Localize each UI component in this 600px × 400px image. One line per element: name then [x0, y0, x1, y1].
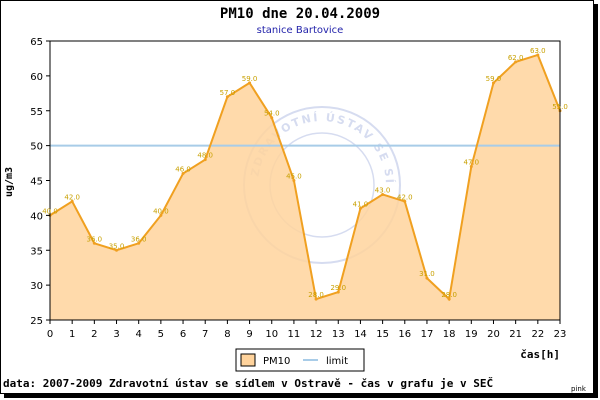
legend-label-limit: limit — [326, 356, 348, 367]
pm10-point — [92, 241, 96, 245]
footer-note: data: 2007-2009 Zdravotní ústav se sídle… — [3, 377, 494, 390]
x-tick-label: 21 — [509, 329, 522, 340]
chart-subtitle: stanice Bartovice — [257, 25, 344, 36]
y-tick-label: 65 — [30, 37, 43, 48]
x-tick-label: 0 — [47, 329, 53, 340]
x-tick-label: 10 — [265, 329, 278, 340]
pm10-data-label: 54.0 — [264, 110, 280, 118]
x-tick-label: 9 — [246, 329, 252, 340]
pm10-point — [248, 81, 252, 85]
x-tick-label: 20 — [487, 329, 500, 340]
pm10-data-label: 28.0 — [441, 291, 457, 299]
plot-area — [48, 53, 562, 320]
pm10-data-label: 62.0 — [508, 54, 524, 62]
pm10-point — [115, 248, 119, 252]
pm10-data-label: 29.0 — [330, 284, 346, 292]
pm10-data-label: 47.0 — [464, 159, 480, 167]
x-tick-label: 4 — [136, 329, 142, 340]
pm10-point — [447, 297, 451, 301]
pm10-data-label: 41.0 — [353, 200, 369, 208]
x-tick-label: 8 — [224, 329, 230, 340]
x-tick-label: 13 — [332, 329, 345, 340]
x-tick-label: 18 — [443, 329, 456, 340]
pm10-point — [469, 165, 473, 169]
x-tick-label: 16 — [398, 329, 411, 340]
pm10-data-label: 43.0 — [375, 186, 391, 194]
legend-swatch-pm10 — [240, 353, 256, 367]
pm10-data-label: 45.0 — [286, 173, 302, 181]
x-tick-label: 1 — [69, 329, 75, 340]
pm10-data-label: 31.0 — [419, 270, 435, 278]
pm10-data-label: 36.0 — [87, 235, 103, 243]
y-tick-label: 55 — [30, 107, 43, 118]
y-tick-label: 35 — [30, 246, 43, 257]
pm10-point — [159, 213, 163, 217]
pm10-data-label: 48.0 — [197, 152, 213, 160]
x-tick-label: 17 — [421, 329, 434, 340]
legend: PM10 limit — [235, 348, 365, 372]
x-tick-label: 19 — [465, 329, 478, 340]
pm10-area — [50, 54, 560, 320]
pm10-point — [70, 199, 74, 203]
pm10-data-label: 40.0 — [153, 207, 169, 215]
pm10-data-label: 59.0 — [242, 75, 258, 83]
pm10-point — [181, 172, 185, 176]
x-tick-label: 22 — [531, 329, 544, 340]
pm10-point — [536, 53, 540, 57]
pm10-point — [336, 290, 340, 294]
pm10-data-label: 63.0 — [530, 47, 546, 55]
pm10-data-label: 59.0 — [486, 75, 502, 83]
y-tick-label: 50 — [30, 142, 43, 153]
y-tick-label: 45 — [30, 177, 43, 188]
pm10-point — [270, 116, 274, 120]
pm10-data-label: 40.0 — [42, 207, 58, 215]
x-tick-label: 11 — [288, 329, 301, 340]
x-tick-label: 3 — [113, 329, 119, 340]
pm10-point — [225, 95, 229, 99]
pm10-data-label: 36.0 — [131, 235, 147, 243]
pm10-point — [314, 297, 318, 301]
pm10-data-label: 28.0 — [308, 291, 324, 299]
x-tick-label: 5 — [158, 329, 164, 340]
x-axis-label: čas[h] — [520, 348, 560, 361]
legend-box — [235, 348, 365, 372]
pm10-point — [491, 81, 495, 85]
chart-title: PM10 dne 20.04.2009 — [220, 6, 380, 22]
x-tick-label: 14 — [354, 329, 367, 340]
pm10-point — [292, 179, 296, 182]
credit-text: pink — [571, 385, 586, 393]
pm10-data-label: 42.0 — [397, 193, 413, 201]
x-tick-label: 2 — [91, 329, 97, 340]
pm10-point — [403, 199, 407, 203]
data-labels: 40.0 42.0 36.0 35.0 36.0 40.0 46.0 48.0 57.0 59.0… — [42, 47, 568, 299]
x-tick-label: 6 — [180, 329, 186, 340]
y-axis-label: ug/m3 — [4, 167, 15, 197]
x-tick-label: 23 — [554, 329, 567, 340]
pm10-point — [203, 158, 207, 162]
pm10-point — [381, 192, 385, 196]
y-tick-label: 30 — [30, 281, 43, 292]
y-tick-label: 40 — [30, 211, 43, 222]
pm10-data-label: 35.0 — [109, 242, 125, 250]
pm10-data-label: 46.0 — [175, 166, 191, 174]
x-tick-label: 12 — [310, 329, 323, 340]
y-tick-label: 60 — [30, 72, 43, 83]
pm10-point — [137, 241, 141, 245]
x-tick-label: 7 — [202, 329, 208, 340]
pm10-line — [49, 53, 561, 302]
pm10-data-label: 42.0 — [64, 193, 80, 201]
x-tick-label: 15 — [376, 329, 389, 340]
legend-label-pm10: PM10 — [263, 356, 290, 367]
pm10-data-label: 55.0 — [552, 103, 568, 111]
pm10-data-label: 57.0 — [220, 89, 236, 97]
pm10-point — [358, 206, 362, 210]
pm10-point — [425, 276, 429, 280]
pm10-point — [514, 60, 518, 64]
y-tick-label: 25 — [30, 316, 43, 327]
